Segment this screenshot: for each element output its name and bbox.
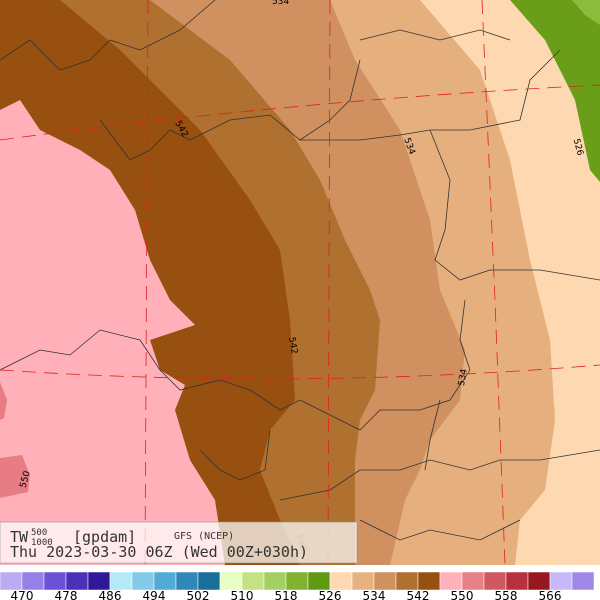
colorbar-swatch: [87, 571, 111, 591]
border: [279, 449, 600, 501]
field-rose: [0, 382, 7, 420]
colorbar-label: 486: [99, 589, 122, 600]
colorbar-swatch: [153, 571, 177, 591]
colorbar-label: 558: [495, 589, 518, 600]
colorbar-label: 526: [319, 589, 342, 600]
contour-label: 526: [571, 138, 585, 157]
valid-time: Thu 2023-03-30 06Z (Wed 00Z+030h): [10, 543, 308, 561]
map-field: [0, 0, 600, 565]
colorbar-swatch: [0, 571, 23, 591]
colorbar-swatch: [483, 571, 507, 591]
border: [0, 329, 301, 411]
colorbar-label: 518: [275, 589, 298, 600]
header-box: [0, 521, 358, 564]
field-rose: [0, 455, 30, 498]
grid-line: [0, 84, 600, 141]
grid-line: [144, 0, 149, 566]
border: [99, 59, 361, 161]
field-pink: [0, 100, 225, 565]
colorbar-label: 510: [231, 589, 254, 600]
unit: [gpdam]: [73, 528, 136, 546]
colorbar: 470 478 486 494 502 510 518 526 534 542 550 558 566: [0, 571, 595, 600]
contour-label: 542: [286, 336, 299, 355]
colorbar-swatch: [505, 571, 529, 591]
field-light-green: [572, 0, 600, 25]
colorbar-swatch: [461, 571, 485, 591]
colorbar-swatch: [439, 571, 463, 591]
colorbar-label: 478: [55, 589, 78, 600]
border: [429, 129, 600, 281]
borders: [0, 0, 600, 541]
colorbar-swatch: [21, 571, 45, 591]
colorbar-swatch: [571, 571, 595, 591]
grid-line: [481, 0, 506, 566]
colorbar-label: 566: [539, 589, 562, 600]
colorbar-label: 502: [187, 589, 210, 600]
colorbar-swatch: [241, 571, 265, 591]
border: [199, 429, 271, 481]
colorbar-label: 550: [451, 589, 474, 600]
header: TW 500 1000 [gpdam] GFS (NCEP) Thu 2023-…: [0, 521, 358, 564]
colorbar-swatch: [263, 571, 287, 591]
colorbar-swatch: [417, 571, 441, 591]
colorbar-swatch: [219, 571, 243, 591]
border: [299, 299, 471, 431]
colorbar-swatch: [549, 571, 573, 591]
variable: TW: [10, 528, 29, 546]
border: [424, 399, 441, 471]
colorbar-swatch: [351, 571, 375, 591]
colorbar-swatch: [307, 571, 331, 591]
colorbar-swatch: [395, 571, 419, 591]
contour-label: 534: [457, 368, 470, 387]
colorbar-label: 542: [407, 589, 430, 600]
colorbar-swatch: [527, 571, 551, 591]
colorbar-swatch: [131, 571, 155, 591]
superscript: 500: [31, 528, 47, 538]
field-green: [510, 0, 600, 182]
colorbar-label: 470: [11, 589, 34, 600]
colorbar-label: 534: [363, 589, 386, 600]
border: [300, 49, 561, 141]
subscript: 1000: [31, 538, 53, 548]
colorbar-swatch: [43, 571, 67, 591]
grid-line: [0, 364, 600, 380]
border: [0, 0, 216, 71]
model: GFS (NCEP): [174, 531, 234, 542]
contour-label: 550: [19, 470, 33, 489]
border: [359, 519, 521, 541]
border: [359, 29, 511, 41]
graticule: [0, 0, 600, 566]
colorbar-swatch: [65, 571, 89, 591]
colorbar-swatch: [197, 571, 221, 591]
colorbar-swatch: [329, 571, 353, 591]
contour-label: 534: [272, 0, 289, 7]
colorbar-swatch: [285, 571, 309, 591]
colorbar-swatch: [109, 571, 133, 591]
colorbar-swatch: [175, 571, 199, 591]
colorbar-swatch: [373, 571, 397, 591]
grid-line: [327, 0, 331, 566]
colorbar-label: 494: [143, 589, 166, 600]
